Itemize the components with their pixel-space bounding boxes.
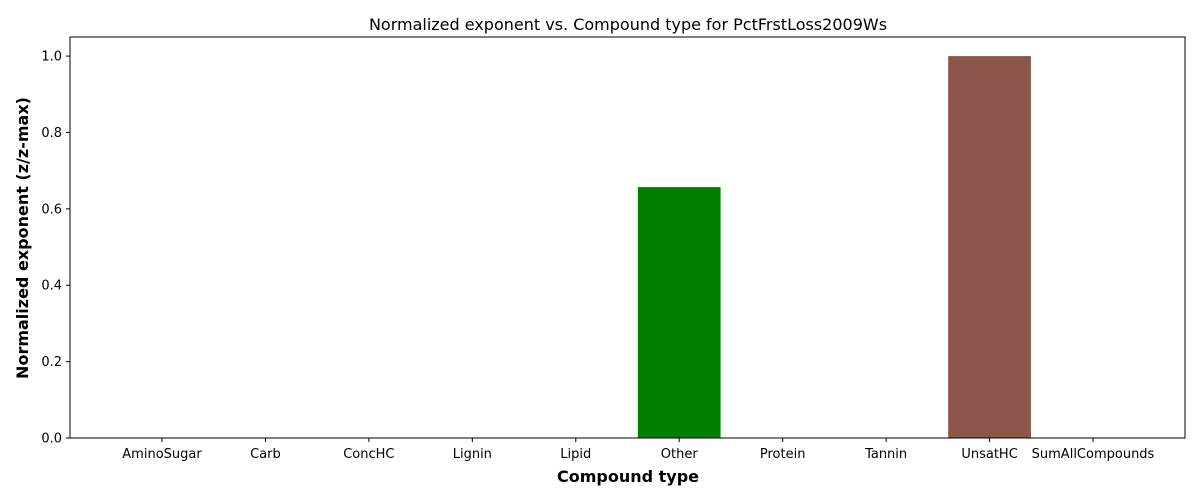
x-tick-label: SumAllCompounds xyxy=(1032,447,1155,462)
x-axis-ticks: AminoSugar Carb ConcHC Lignin Lipid Other Prot… xyxy=(122,438,1155,462)
x-tick-label: Protein xyxy=(760,447,806,462)
y-tick-label: 0.2 xyxy=(41,355,62,370)
bars-group xyxy=(637,56,1031,438)
y-axis-ticks: 0.0 0.2 0.4 0.6 0.8 1.0 xyxy=(41,50,70,447)
y-tick-label: 1.0 xyxy=(41,50,62,65)
x-tick-label: Lignin xyxy=(453,447,492,462)
plot-frame xyxy=(69,36,1186,439)
x-tick-label: Tannin xyxy=(864,447,907,462)
y-axis-label: Normalized exponent (z/z-max) xyxy=(13,97,32,379)
bar-unsathc xyxy=(948,56,1031,438)
x-tick-label: UnsatHC xyxy=(961,447,1017,462)
x-tick-label: Carb xyxy=(250,447,281,462)
y-tick-label: 0.8 xyxy=(41,126,62,141)
bar-other xyxy=(637,187,721,438)
x-axis-label: Compound type xyxy=(557,467,699,486)
chart-title: Normalized exponent vs. Compound type fo… xyxy=(369,15,887,34)
x-tick-label: Other xyxy=(661,447,699,462)
y-tick-label: 0.0 xyxy=(41,432,62,447)
x-tick-label: AminoSugar xyxy=(122,447,202,462)
x-tick-label: ConcHC xyxy=(343,447,394,462)
y-tick-label: 0.4 xyxy=(41,279,62,294)
x-tick-label: Lipid xyxy=(560,447,591,462)
y-tick-label: 0.6 xyxy=(41,202,62,217)
